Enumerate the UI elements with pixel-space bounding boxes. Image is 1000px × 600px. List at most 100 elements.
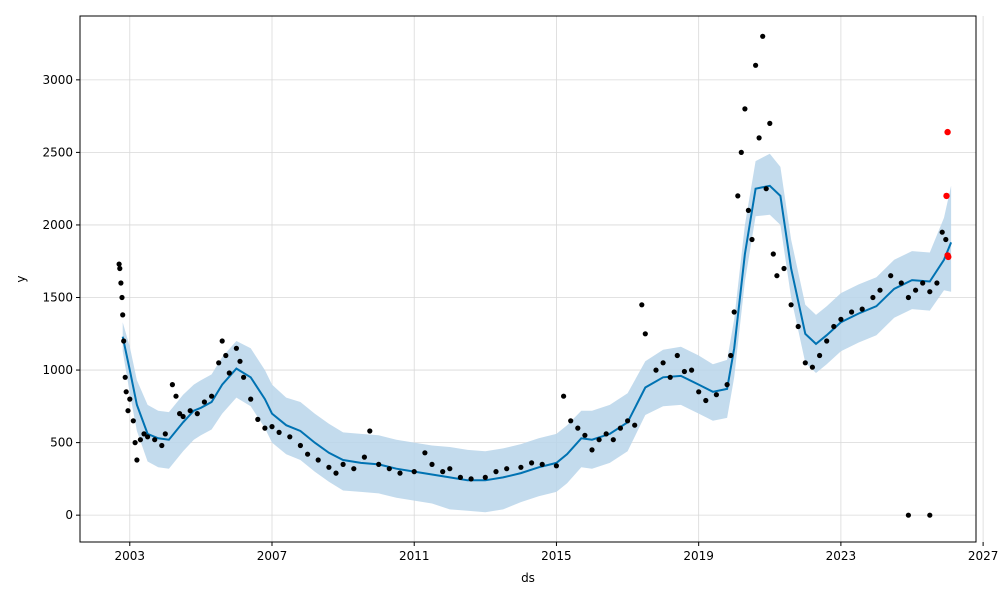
observed-point [802, 360, 808, 366]
observed-point [529, 460, 535, 466]
x-axis-label: ds [521, 571, 535, 585]
observed-point [361, 454, 367, 460]
observed-point [411, 469, 417, 475]
observed-point [568, 418, 574, 424]
uncertainty-band-area [122, 153, 952, 513]
observed-point [237, 358, 243, 364]
observed-point [117, 265, 123, 272]
observed-point [642, 331, 648, 337]
observed-point [209, 393, 215, 399]
observed-point [639, 302, 645, 308]
observed-point [482, 474, 488, 480]
observed-point [553, 463, 560, 469]
highlight-point [944, 128, 951, 136]
observed-point [539, 461, 545, 467]
x-axis-ticks: 2003 2007 2011 2015 2019 2023 2027 [115, 542, 998, 563]
observed-point [134, 457, 140, 463]
observed-point [177, 411, 183, 417]
observed-point [728, 352, 734, 359]
observed-point [201, 399, 207, 405]
observed-point [233, 345, 239, 351]
observed-point [703, 397, 709, 404]
observed-point [724, 382, 730, 388]
observed-point [870, 294, 876, 301]
observed-point [888, 273, 894, 279]
observed-point [831, 323, 837, 330]
observed-point [468, 476, 474, 482]
observed-point [351, 466, 357, 472]
observed-point [753, 62, 759, 68]
observed-point [689, 367, 695, 373]
observed-point [653, 367, 659, 373]
y-axis-label: y [14, 275, 28, 282]
observed-point [376, 461, 382, 467]
observed-point [297, 442, 303, 449]
observed-point [920, 280, 926, 286]
observed-point [132, 440, 138, 446]
observed-point [226, 370, 232, 376]
observed-point [824, 338, 830, 344]
x-tick-label: 2019 [683, 549, 714, 563]
observed-point [326, 464, 332, 470]
y-tick-label: 0 [65, 508, 73, 522]
observed-point [262, 425, 268, 431]
observed-point [276, 429, 282, 435]
highlight-point [943, 192, 950, 200]
observed-point [610, 437, 616, 443]
outlier-point [927, 512, 933, 518]
observed-point [674, 352, 680, 359]
observed-point [141, 431, 147, 437]
observed-point [943, 236, 949, 243]
observed-point [767, 120, 773, 126]
observed-point [397, 470, 403, 476]
observed-point [315, 457, 321, 463]
observed-point [120, 312, 126, 318]
observed-point [575, 425, 581, 431]
observed-point [118, 280, 124, 286]
observed-point [367, 428, 373, 434]
observed-point [187, 408, 193, 414]
y-tick-label: 500 [50, 436, 73, 450]
x-tick-label: 2023 [826, 549, 857, 563]
observed-point [119, 294, 125, 301]
observed-point [248, 396, 254, 402]
observed-point [180, 413, 186, 420]
plot-area-frame [79, 15, 977, 543]
observed-point [241, 374, 247, 380]
observed-point [194, 411, 200, 417]
observed-point [738, 149, 744, 155]
observed-point [838, 316, 844, 322]
observed-point [877, 287, 883, 293]
observed-point [493, 469, 499, 475]
y-axis-ticks: 0 500 1000 1500 2000 2500 3000 [42, 73, 80, 522]
observed-point [788, 302, 794, 308]
observed-point [681, 368, 688, 375]
observed-point [305, 451, 311, 457]
observed-point [386, 466, 392, 472]
observed-point [422, 450, 428, 456]
observed-point [137, 437, 143, 443]
observed-point [582, 432, 588, 438]
observed-point [795, 323, 801, 330]
observed-point [440, 469, 446, 475]
observed-point [660, 360, 666, 366]
observed-point [333, 470, 339, 476]
observed-point [122, 374, 128, 380]
observed-points [116, 33, 949, 518]
observed-point [625, 418, 631, 424]
observed-point [125, 408, 131, 414]
observed-point [596, 437, 602, 443]
highlight-point [945, 253, 952, 261]
observed-point [561, 393, 567, 399]
observed-point [763, 186, 769, 192]
observed-point [223, 352, 229, 359]
observed-point [696, 389, 702, 395]
observed-point [152, 437, 158, 443]
observed-point [781, 265, 787, 272]
observed-point [713, 392, 720, 398]
y-tick-label: 1000 [42, 363, 73, 377]
observed-point [817, 352, 823, 359]
observed-point [934, 280, 940, 286]
observed-point [809, 364, 816, 370]
observed-point [121, 338, 127, 344]
